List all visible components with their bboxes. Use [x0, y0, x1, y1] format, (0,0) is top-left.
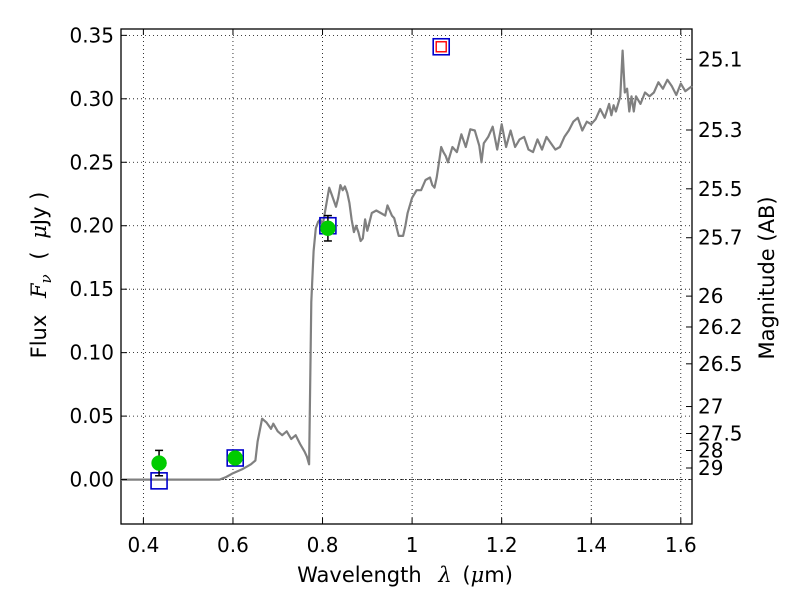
- y-tick-label: 0.05: [69, 404, 114, 428]
- grid: [121, 29, 692, 524]
- plot-frame: [120, 28, 693, 525]
- x-tick-label: 1.6: [665, 533, 697, 557]
- y2-tick-label: 27: [698, 395, 723, 419]
- model-photometry-square: [226, 449, 244, 467]
- y2-axis-label: Magnitude (AB): [755, 196, 779, 359]
- x-axis-label-unit-open: (: [462, 563, 470, 587]
- y2-tick-label: 26: [698, 284, 723, 308]
- y2-tick-label: 26.5: [698, 352, 743, 376]
- observed-flux-point: [320, 220, 336, 237]
- x-axis-label-text: Wavelength: [297, 563, 422, 587]
- axes-group: 0.4 0.6 0.8 1 1.2 1.4 1.6 0.00 0.05 0.10 0.15 0.20 0…: [69, 23, 742, 557]
- y-tick-label: 0.10: [69, 341, 114, 365]
- y2-tick-label: 25.1: [698, 47, 743, 71]
- y2-tick-label: 27.5: [698, 421, 743, 445]
- x-axis-label-symbol: λ: [437, 563, 451, 587]
- y-tick-label: 0.00: [69, 468, 114, 492]
- x-tick-label: 1.4: [575, 533, 607, 557]
- markers-group: [150, 37, 451, 490]
- y-tick-label: 0.35: [69, 23, 114, 47]
- y2-tick-label: 25.3: [698, 118, 743, 142]
- x-tick-label: 0.4: [127, 533, 159, 557]
- y2-tick-label: 25.7: [698, 226, 743, 250]
- spectrum-line: [121, 49, 693, 481]
- observed-flux-point: [151, 455, 167, 471]
- y-tick-label: 0.15: [69, 277, 114, 301]
- y2-tick-label: 29: [698, 456, 723, 480]
- model-photometry-square: [432, 37, 451, 56]
- y2-tick-label: 28: [698, 439, 723, 463]
- y-tick-label: 0.20: [69, 214, 114, 238]
- y2-tick-label: 26.2: [698, 315, 743, 339]
- y-axis-label-unit-mu: μ: [27, 225, 51, 239]
- x-tick-label: 1.2: [486, 533, 518, 557]
- x-axis-label: Wavelength λ (μm): [297, 563, 513, 587]
- observed-flux-point: [227, 450, 243, 466]
- y-axis-label-unit-open: (: [27, 251, 51, 259]
- x-tick-label: 1: [406, 533, 419, 557]
- x-axis-label-unit-mu: μ: [471, 563, 485, 587]
- x-axis-label-unit-rest: m): [484, 563, 513, 587]
- spectrum-line-group: [121, 49, 693, 481]
- upper-limit-marker: [435, 41, 447, 53]
- y-axis-label: Flux Fν ( μJy ): [27, 192, 56, 359]
- x-tick-label: 0.8: [307, 533, 339, 557]
- y-axis-label-unit-rest: Jy ): [27, 192, 51, 228]
- y-tick-label: 0.30: [69, 87, 114, 111]
- y-axis-label-text: Flux: [27, 315, 51, 359]
- x-tick-label: 0.6: [217, 533, 249, 557]
- y-axis-label-sub: ν: [37, 274, 55, 283]
- y2-tick-label: 25.5: [698, 177, 743, 201]
- y-axis-label-symbol: F: [27, 282, 51, 299]
- y-tick-label: 0.25: [69, 150, 114, 174]
